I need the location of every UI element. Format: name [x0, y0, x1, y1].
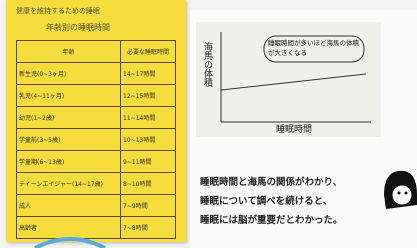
table-cell: 成人 — [17, 195, 121, 217]
y-label: 海馬の体積 — [201, 42, 214, 87]
table-cell: 年齢 — [17, 41, 121, 63]
table-cell: 幼児(1~2歳) — [17, 107, 121, 129]
table-cell: 新生児(0~3ヶ月) — [17, 63, 121, 85]
table-row: 学童前(3~5歳)10~13時間 — [17, 129, 176, 151]
table-row: 学童期(6~13歳)9~11時間 — [17, 151, 176, 173]
caption-line: 睡眠には脳が重要だとわかった。 — [200, 212, 343, 226]
sticky-note: 健康を維持するための睡眠 年齢別の睡眠時間 年齢必要な睡眠時間新生児(0~3ヶ月… — [6, 0, 186, 242]
table-cell: 乳児(4~11ヶ月) — [17, 85, 121, 107]
table-cell: 10~13時間 — [121, 129, 176, 151]
graph: 睡眠時間が多いほど海馬の体積が大きくなる 海馬の体積 睡眠時間 — [196, 22, 386, 142]
bubble-text: 睡眠時間が多いほど海馬の体積が大きくなる — [268, 38, 362, 58]
blue-arc — [30, 230, 110, 248]
table-cell: 学童前(3~5歳) — [17, 129, 121, 151]
table-cell: 12~15時間 — [121, 85, 176, 107]
table-cell: 14~17時間 — [121, 63, 176, 85]
photo: 健康を維持するための睡眠 年齢別の睡眠時間 年齢必要な睡眠時間新生児(0~3ヶ月… — [0, 0, 417, 248]
table-cell: 9~11時間 — [121, 151, 176, 173]
table-cell: ティーンエイジャー(14~17歳) — [17, 173, 121, 195]
character — [376, 165, 417, 225]
table-cell: 学童期(6~13歳) — [17, 151, 121, 173]
table-row: 乳児(4~11ヶ月)12~15時間 — [17, 85, 176, 107]
note-header: 健康を維持するための睡眠 — [16, 6, 100, 16]
header-row: 年齢必要な睡眠時間 — [17, 41, 176, 63]
caption-line: 睡眠について調べを続けると、 — [200, 193, 332, 207]
table-cell: 11~14時間 — [121, 107, 176, 129]
note-title: 年齢別の睡眠時間 — [46, 22, 110, 33]
x-label: 睡眠時間 — [276, 123, 312, 135]
table-row: ティーンエイジャー(14~17歳)8~10時間 — [17, 173, 176, 195]
table-row: 新生児(0~3ヶ月)14~17時間 — [17, 63, 176, 85]
sleep-table: 年齢必要な睡眠時間新生児(0~3ヶ月)14~17時間乳児(4~11ヶ月)12~1… — [16, 40, 176, 239]
table-cell: 8~10時間 — [121, 173, 176, 195]
table-cell: 必要な睡眠時間 — [121, 41, 176, 63]
table-row: 幼児(1~2歳)11~14時間 — [17, 107, 176, 129]
caption-line: 睡眠時間と海馬の関係がわかり、 — [200, 174, 342, 188]
table-cell: 7~9時間 — [121, 195, 176, 217]
table-cell: 7~8時間 — [121, 217, 176, 239]
